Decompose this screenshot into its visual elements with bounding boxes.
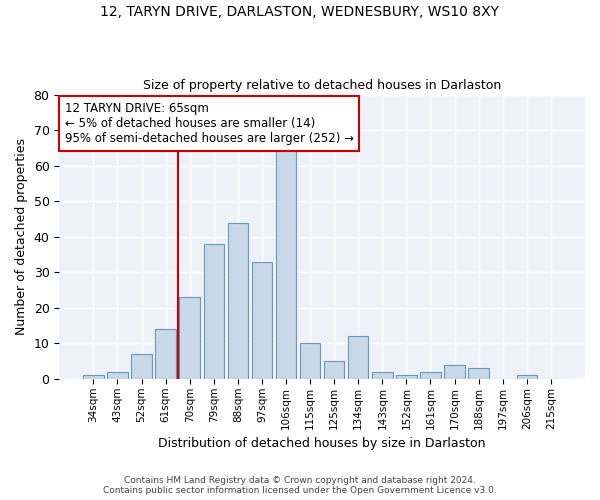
Bar (83, 376, 104, 379)
Bar (420, 372, 441, 379)
Bar (517, 376, 537, 379)
Bar (445, 364, 465, 379)
Bar (203, 244, 224, 379)
Bar (252, 262, 272, 379)
Bar (131, 354, 152, 379)
Bar (300, 344, 320, 379)
Text: Contains HM Land Registry data © Crown copyright and database right 2024.
Contai: Contains HM Land Registry data © Crown c… (103, 476, 497, 495)
Bar (155, 329, 176, 379)
Text: 12, TARYN DRIVE, DARLASTON, WEDNESBURY, WS10 8XY: 12, TARYN DRIVE, DARLASTON, WEDNESBURY, … (101, 5, 499, 19)
Bar (179, 297, 200, 379)
Title: Size of property relative to detached houses in Darlaston: Size of property relative to detached ho… (143, 79, 501, 92)
Bar (324, 361, 344, 379)
X-axis label: Distribution of detached houses by size in Darlaston: Distribution of detached houses by size … (158, 437, 486, 450)
Bar (396, 376, 416, 379)
Y-axis label: Number of detached properties: Number of detached properties (15, 138, 28, 335)
Bar (372, 372, 392, 379)
Text: 12 TARYN DRIVE: 65sqm
← 5% of detached houses are smaller (14)
95% of semi-detac: 12 TARYN DRIVE: 65sqm ← 5% of detached h… (65, 102, 353, 144)
Bar (348, 336, 368, 379)
Bar (276, 148, 296, 379)
Bar (469, 368, 489, 379)
Bar (227, 222, 248, 379)
Bar (107, 372, 128, 379)
